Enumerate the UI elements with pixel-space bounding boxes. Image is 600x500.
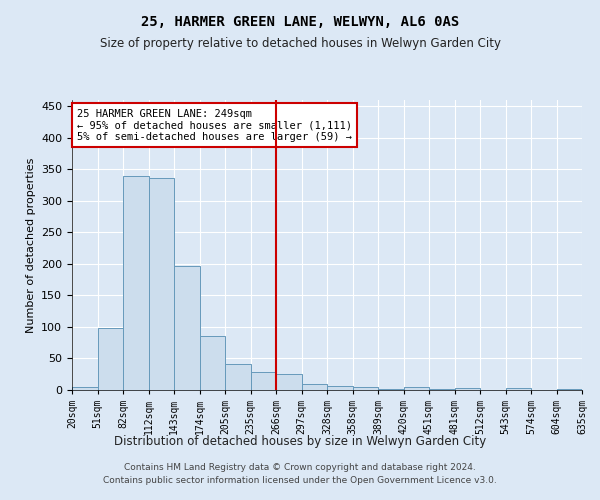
Bar (505, 388, 531, 390)
Bar (72, 387, 97, 390)
Text: Distribution of detached houses by size in Welwyn Garden City: Distribution of detached houses by size … (114, 435, 486, 448)
Text: 25 HARMER GREEN LANE: 249sqm
← 95% of detached houses are smaller (1,111)
5% of : 25 HARMER GREEN LANE: 249sqm ← 95% of de… (77, 108, 352, 142)
Bar (199, 336, 225, 390)
Bar (557, 388, 582, 390)
Bar (97, 328, 123, 390)
Bar (276, 374, 302, 390)
Text: 25, HARMER GREEN LANE, WELWYN, AL6 0AS: 25, HARMER GREEN LANE, WELWYN, AL6 0AS (141, 15, 459, 29)
Text: Size of property relative to detached houses in Welwyn Garden City: Size of property relative to detached ho… (100, 38, 500, 51)
Bar (327, 386, 353, 390)
Bar (302, 384, 327, 390)
Text: Contains HM Land Registry data © Crown copyright and database right 2024.
Contai: Contains HM Land Registry data © Crown c… (103, 464, 497, 485)
Bar (174, 266, 199, 390)
Bar (123, 176, 149, 390)
Bar (353, 388, 378, 390)
Bar (455, 388, 480, 390)
Bar (404, 387, 429, 390)
Bar (225, 364, 251, 390)
Y-axis label: Number of detached properties: Number of detached properties (26, 158, 35, 332)
Bar (251, 372, 276, 390)
Bar (149, 178, 174, 390)
